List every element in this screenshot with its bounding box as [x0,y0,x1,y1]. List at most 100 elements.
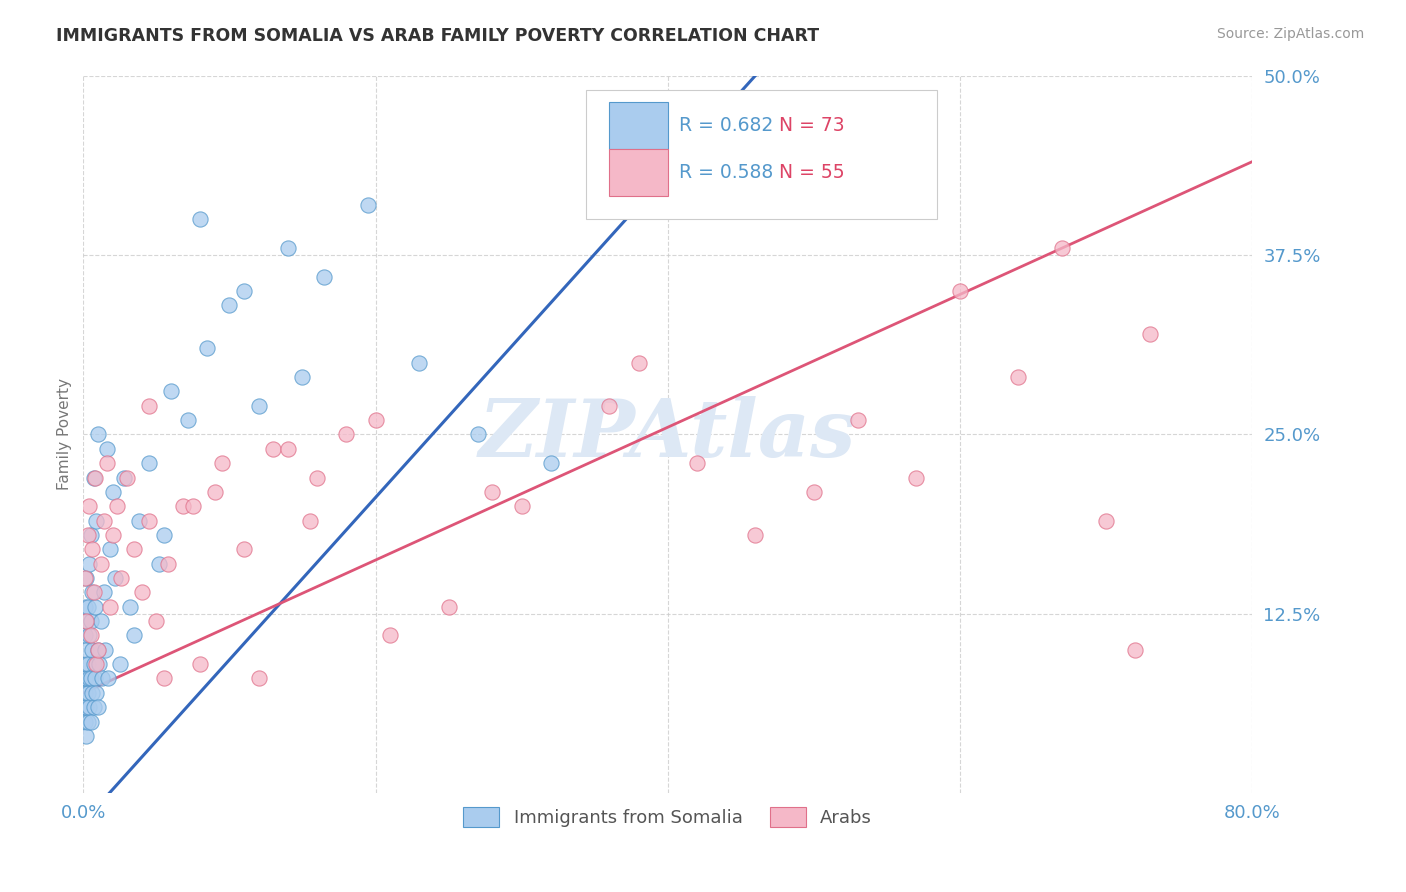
Point [233,542,256,557]
Text: N = 55: N = 55 [779,163,845,182]
Point [98,599,121,614]
Point [79,672,101,686]
Point [93,514,115,528]
Point [247,672,270,686]
FancyBboxPatch shape [586,90,936,219]
Point [83,700,105,714]
Point [79,714,101,729]
Point [128,514,150,528]
Point [314,269,336,284]
Point [77,500,100,514]
Point [598,399,620,413]
Point [115,470,138,484]
Point [307,470,329,484]
Point [75,571,97,585]
Point [83,585,105,599]
Point [188,657,211,672]
Point [138,399,160,413]
Point [1007,370,1029,384]
Point [73,571,96,585]
Point [77,628,100,642]
Point [686,456,709,470]
Point [93,585,115,599]
Point [188,212,211,227]
Point [80,642,103,657]
Point [291,370,314,384]
Point [197,341,219,355]
Point [335,427,357,442]
Point [905,470,928,484]
Point [79,628,101,642]
Point [160,384,183,399]
Point [75,700,97,714]
Point [83,657,105,672]
Point [73,628,96,642]
Point [104,571,127,585]
Point [357,198,380,212]
Point [148,557,170,571]
Point [152,672,174,686]
Point [110,571,132,585]
Point [1123,642,1146,657]
Point [84,599,107,614]
Point [79,528,101,542]
Point [112,470,135,484]
Point [94,642,117,657]
Text: Source: ZipAtlas.com: Source: ZipAtlas.com [1216,27,1364,41]
Point [481,484,503,499]
FancyBboxPatch shape [609,149,668,195]
Point [1139,326,1161,341]
Point [87,427,110,442]
Point [700,112,723,126]
Point [467,427,489,442]
Point [181,500,204,514]
Point [773,183,796,197]
Point [87,700,110,714]
Point [803,484,825,499]
Point [152,528,174,542]
Point [96,442,118,456]
Point [86,514,108,528]
Point [97,672,120,686]
Point [73,672,96,686]
Point [218,298,240,312]
Point [364,413,387,427]
Point [76,657,98,672]
Text: R = 0.682: R = 0.682 [679,116,773,136]
Point [101,484,124,499]
Point [76,686,98,700]
Point [83,470,105,484]
Text: IMMIGRANTS FROM SOMALIA VS ARAB FAMILY POVERTY CORRELATION CHART: IMMIGRANTS FROM SOMALIA VS ARAB FAMILY P… [56,27,820,45]
Point [87,642,110,657]
Point [437,599,460,614]
Point [247,399,270,413]
Text: ZIPAtlas: ZIPAtlas [479,396,856,473]
Point [262,442,284,456]
Point [90,557,112,571]
Point [124,542,146,557]
Point [75,614,97,628]
Point [73,686,96,700]
Point [84,672,107,686]
Point [86,657,108,672]
Point [79,614,101,628]
Point [73,714,96,729]
Point [846,413,869,427]
Point [138,514,160,528]
Point [172,500,194,514]
Point [87,642,110,657]
Point [108,657,131,672]
Point [233,284,256,298]
Point [101,528,124,542]
Point [204,484,226,499]
Point [80,585,103,599]
Point [131,585,153,599]
Point [80,542,103,557]
Point [96,456,118,470]
Point [540,456,562,470]
Text: N = 73: N = 73 [779,116,845,136]
Point [145,614,167,628]
Point [75,729,97,743]
Point [98,542,121,557]
Point [75,614,97,628]
